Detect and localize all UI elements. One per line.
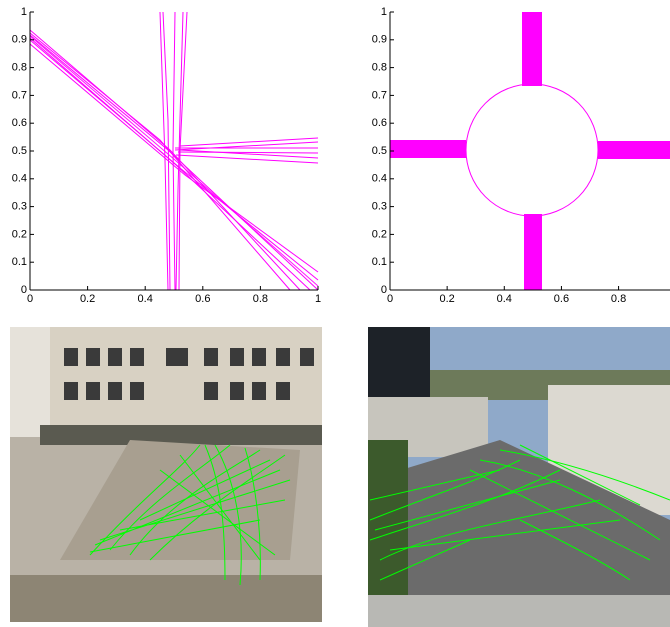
y-tick-label: 0 <box>381 284 387 296</box>
y-tick-label: 1 <box>21 6 27 18</box>
x-tick-label: 0 <box>27 293 33 305</box>
y-tick-label: 0.2 <box>12 228 27 240</box>
y-tick-label: 0.5 <box>372 145 387 157</box>
x-tick-label: 0.2 <box>439 293 454 305</box>
x-tick-label: 0.6 <box>195 293 210 305</box>
y-tick-label: 0.6 <box>12 117 27 129</box>
y-tick-label: 1 <box>381 6 387 18</box>
y-tick-label: 0.8 <box>372 62 387 74</box>
x-tick-label: 0.4 <box>497 293 512 305</box>
y-tick-label: 0.5 <box>12 145 27 157</box>
trajectories-crossing <box>29 11 319 291</box>
y-tick-label: 0.4 <box>12 173 27 185</box>
y-tick-label: 0.3 <box>372 201 387 213</box>
y-tick-label: 0 <box>21 284 27 296</box>
y-tick-label: 0.1 <box>12 256 27 268</box>
x-tick-label: 1 <box>315 293 321 305</box>
y-tick-label: 0.6 <box>372 117 387 129</box>
x-tick-label: 0.4 <box>138 293 153 305</box>
y-tick-label: 0.3 <box>12 201 27 213</box>
x-tick-label: 0 <box>387 293 393 305</box>
y-tick-label: 0.9 <box>372 34 387 46</box>
y-tick-label: 0.9 <box>12 34 27 46</box>
y-tick-label: 0.2 <box>372 228 387 240</box>
y-tick-label: 0.7 <box>12 89 27 101</box>
x-tick-label: 0.2 <box>80 293 95 305</box>
photo-stairs <box>10 327 322 622</box>
y-tick-label: 0.1 <box>372 256 387 268</box>
trajectories-roundabout <box>390 12 670 290</box>
x-tick-label: 0.6 <box>554 293 569 305</box>
y-tick-label: 0.4 <box>372 173 387 185</box>
x-tick-label: 0.8 <box>611 293 626 305</box>
x-tick-label: 0.8 <box>253 293 268 305</box>
y-tick-label: 0.8 <box>12 62 27 74</box>
photo-parking <box>368 327 670 627</box>
y-tick-label: 0.7 <box>372 89 387 101</box>
